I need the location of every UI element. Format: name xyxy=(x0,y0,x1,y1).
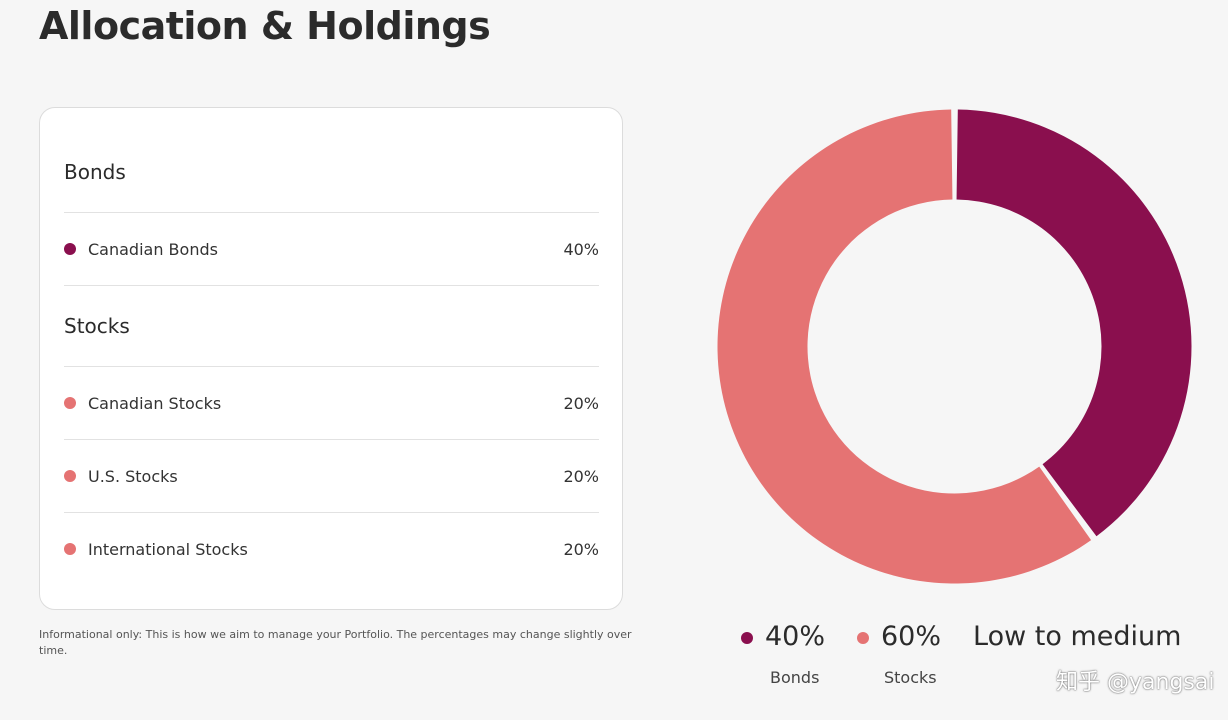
divider xyxy=(64,212,599,213)
holding-percent: 20% xyxy=(563,393,599,413)
holding-label: U.S. Stocks xyxy=(88,466,178,486)
holding-row-international-stocks: International Stocks 20% xyxy=(64,534,599,564)
holding-label: Canadian Bonds xyxy=(88,239,218,259)
bonds-legend-label: Bonds xyxy=(770,668,820,687)
stocks-color-dot xyxy=(64,397,76,409)
holding-percent: 40% xyxy=(563,239,599,259)
watermark-text: 知乎 @yangsai xyxy=(1056,670,1215,695)
divider xyxy=(64,366,599,367)
disclaimer-text: Informational only: This is how we aim t… xyxy=(39,628,632,657)
holdings-card: Bonds Canadian Bonds 40% Stocks Canadian… xyxy=(39,107,623,610)
bonds-legend-percent: 40% xyxy=(765,621,826,652)
stocks-legend-percent: 60% xyxy=(881,621,942,652)
holding-percent: 20% xyxy=(563,539,599,559)
bonds-color-dot xyxy=(64,243,76,255)
holding-row-canadian-stocks: Canadian Stocks 20% xyxy=(64,388,599,418)
stocks-legend-label: Stocks xyxy=(884,668,937,687)
stocks-legend-dot xyxy=(857,632,869,644)
group-heading-stocks: Stocks xyxy=(64,314,130,338)
donut-slice-bonds xyxy=(956,109,1192,537)
holding-percent: 20% xyxy=(563,466,599,486)
holding-label: International Stocks xyxy=(88,539,248,559)
holding-row-us-stocks: U.S. Stocks 20% xyxy=(64,461,599,491)
allocation-donut-chart xyxy=(717,109,1192,584)
risk-level-text: Low to medium xyxy=(973,621,1182,652)
holding-label: Canadian Stocks xyxy=(88,393,222,413)
divider xyxy=(64,439,599,440)
divider xyxy=(64,285,599,286)
divider xyxy=(64,512,599,513)
group-heading-bonds: Bonds xyxy=(64,160,126,184)
stocks-color-dot xyxy=(64,543,76,555)
stocks-color-dot xyxy=(64,470,76,482)
page-title: Allocation & Holdings xyxy=(39,4,491,48)
donut-slice-stocks xyxy=(717,109,1092,584)
bonds-legend-dot xyxy=(741,632,753,644)
holding-row-canadian-bonds: Canadian Bonds 40% xyxy=(64,234,599,264)
